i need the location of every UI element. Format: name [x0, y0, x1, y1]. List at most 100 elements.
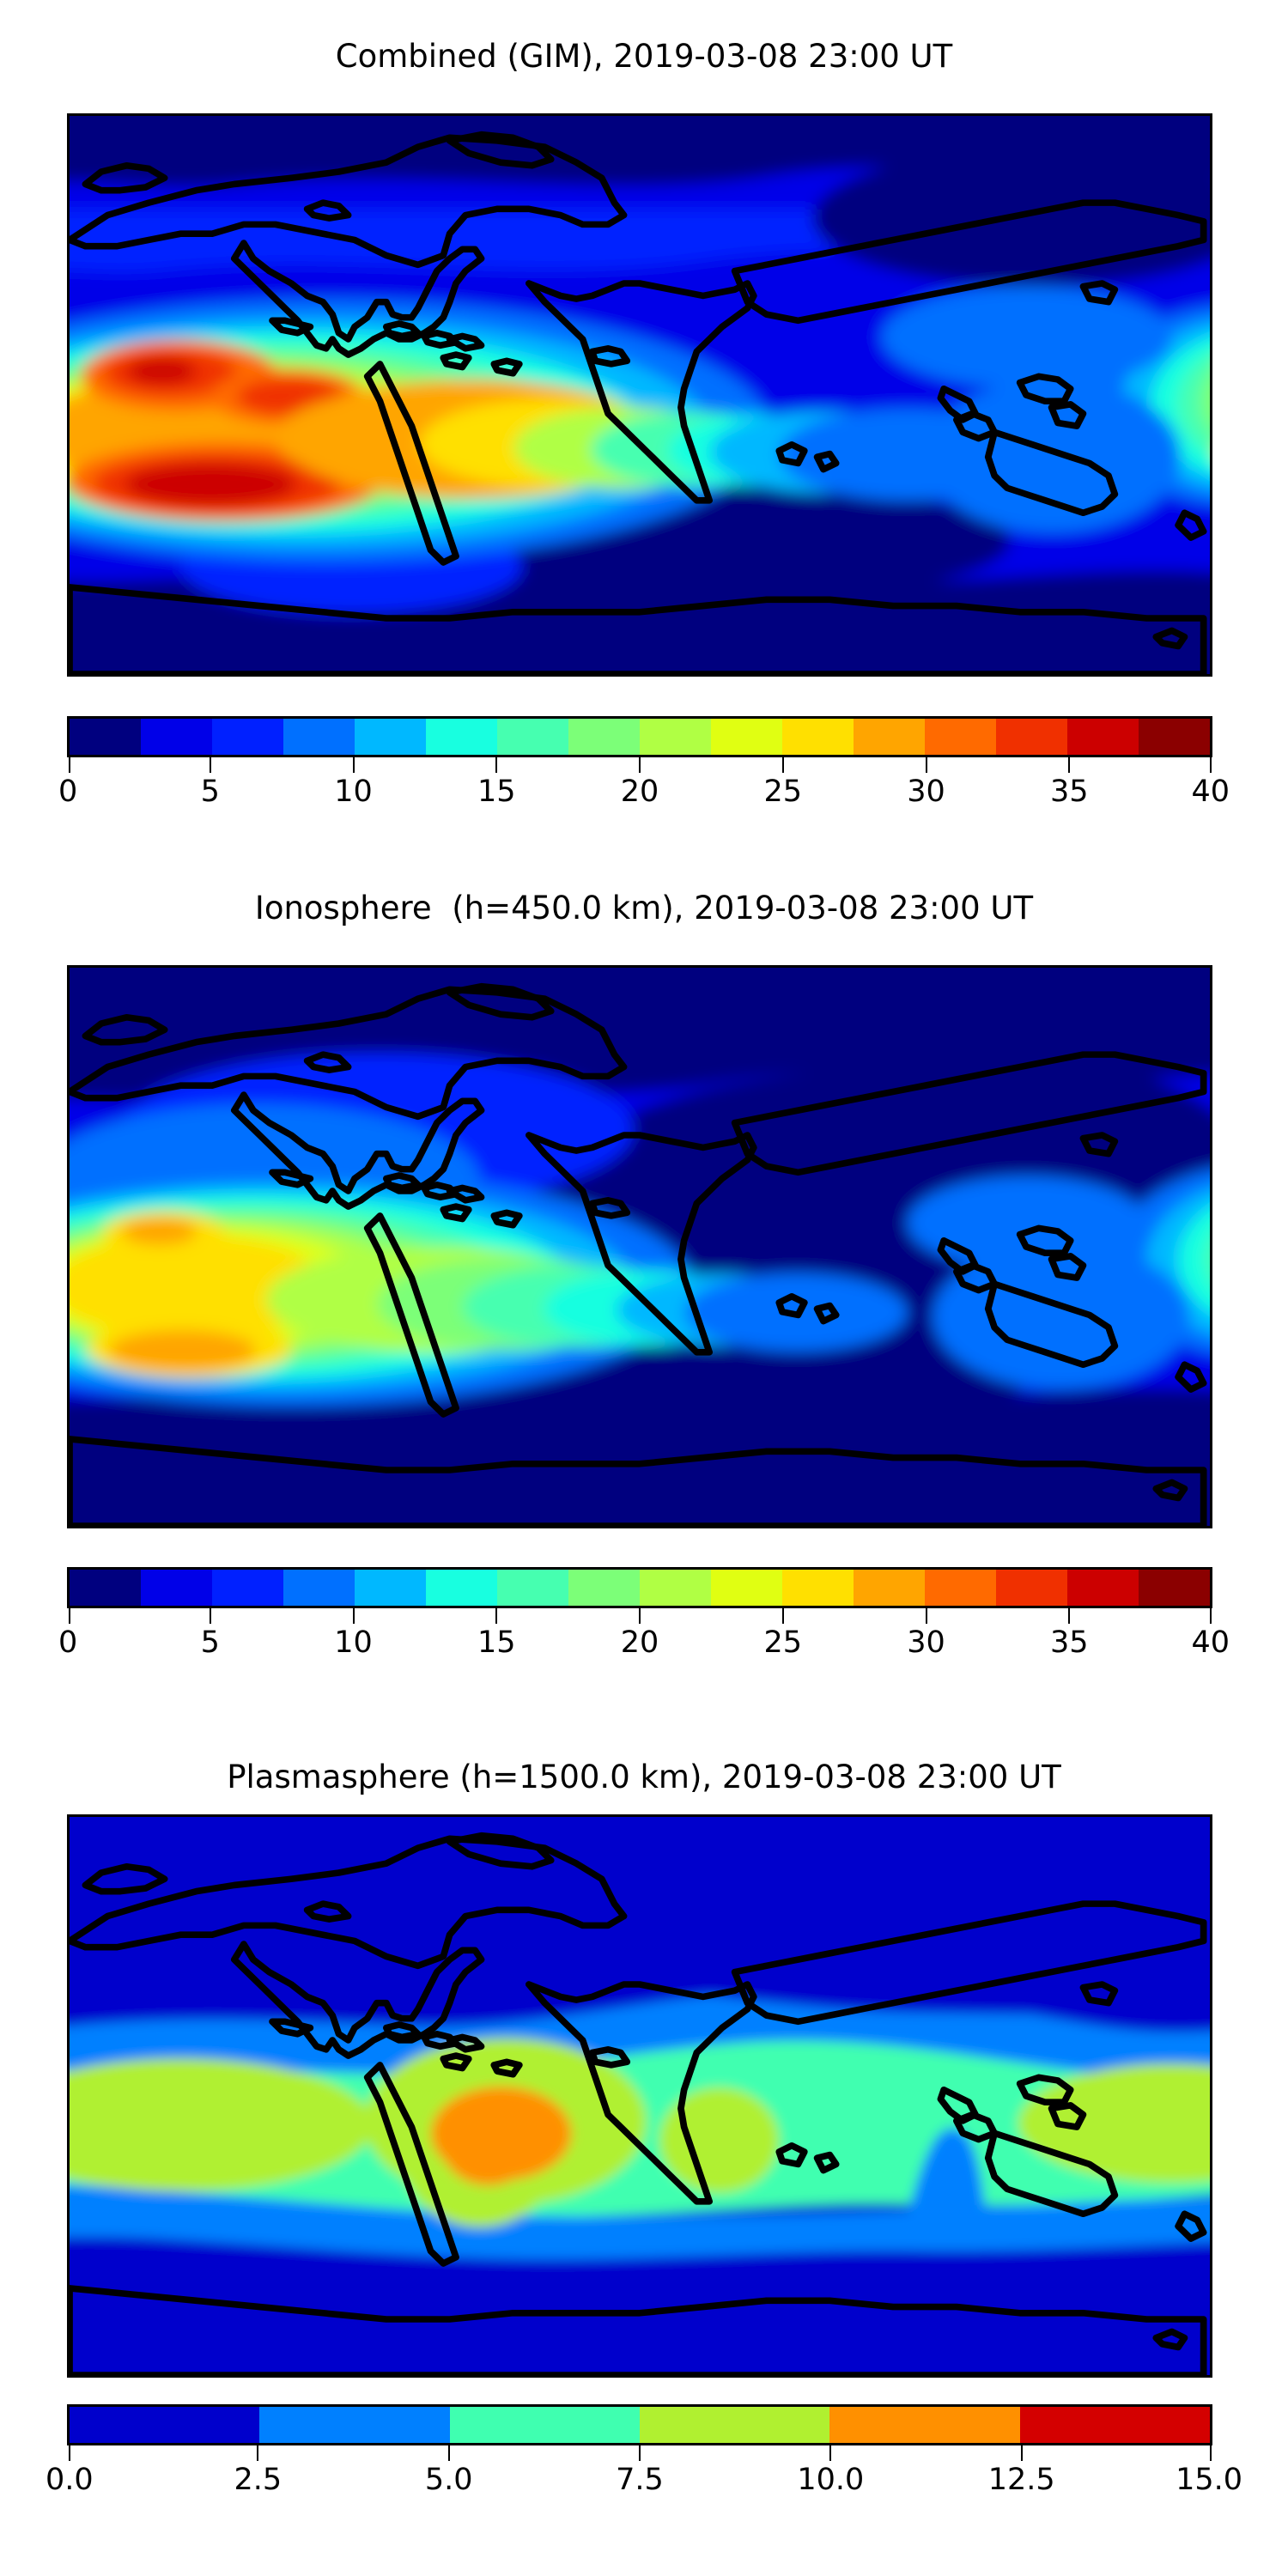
- tec-map-plasmasphere: [70, 1817, 1210, 2375]
- colorbar-segment: [1139, 1570, 1210, 1606]
- colorbar-segment: [1139, 719, 1210, 755]
- colorbar-tick-label: 35: [1049, 1625, 1089, 1660]
- colorbar-tick-mark: [1068, 1608, 1071, 1624]
- colorbar-tick-label: 10: [334, 775, 373, 809]
- colorbar-segment: [283, 719, 355, 755]
- colorbar-tick-label: 0.0: [45, 2463, 94, 2497]
- colorbar-segment: [497, 1570, 568, 1606]
- colorbar-tick-mark: [69, 1608, 70, 1624]
- colorbar-segment: [568, 719, 640, 755]
- colorbar-tick-mark: [925, 1608, 927, 1624]
- colorbar-segment: [996, 719, 1067, 755]
- colorbar-segment: [1019, 2407, 1210, 2443]
- colorbar-tick-label: 15: [477, 775, 516, 809]
- colorbar-tick-label: 5: [200, 775, 220, 809]
- colorbar-ticks-plasmasphere: [67, 2445, 1212, 2461]
- colorbar-segment: [212, 719, 283, 755]
- colorbar-segment: [640, 1570, 711, 1606]
- colorbar-plasmasphere[interactable]: [67, 2404, 1212, 2445]
- colorbar-segment: [70, 1570, 141, 1606]
- colorbar-tick-label: 20: [620, 775, 659, 809]
- coastline-overlay-ionosphere: [70, 982, 1207, 1526]
- colorbar-segment: [782, 719, 854, 755]
- colorbar-segment: [1067, 1570, 1139, 1606]
- contour-fill-group-ionosphere: [70, 968, 1210, 1526]
- colorbar-tick-label: 2.5: [234, 2463, 283, 2497]
- colorbar-tick-mark: [781, 757, 784, 773]
- colorbar-segment: [711, 719, 782, 755]
- colorbar-segment: [426, 1570, 497, 1606]
- colorbar-segment: [711, 1570, 782, 1606]
- colorbar-ionosphere[interactable]: [67, 1567, 1212, 1608]
- tec-map-ionosphere: [70, 968, 1210, 1526]
- colorbar-tick-label: 15: [477, 1625, 516, 1660]
- colorbar-tick-label: 5.0: [424, 2463, 473, 2497]
- contour-fill-group-combined: [70, 116, 1210, 674]
- colorbar-tick-mark: [209, 1608, 211, 1624]
- colorbar-tick-label: 10: [334, 1625, 373, 1660]
- colorbar-tick-mark: [639, 757, 641, 773]
- panel-ionosphere: Ionosphere (h=450.0 km), 2019-03-08 23:0…: [0, 859, 1288, 1726]
- colorbar-tick-mark: [829, 2445, 832, 2461]
- colorbar-tick-mark: [69, 757, 70, 773]
- coastline-overlay-combined: [70, 131, 1207, 674]
- colorbar-tick-mark: [781, 1608, 784, 1624]
- colorbar-tick-mark: [1020, 2445, 1023, 2461]
- colorbar-tick-label: 20: [620, 1625, 659, 1660]
- colorbar-combined[interactable]: [67, 716, 1212, 757]
- colorbar-tick-label: 40: [1191, 775, 1230, 809]
- colorbar-ticks-ionosphere: [67, 1608, 1212, 1624]
- colorbar-segment: [497, 719, 568, 755]
- panel-plasmasphere: Plasmasphere (h=1500.0 km), 2019-03-08 2…: [0, 1726, 1288, 2576]
- colorbar-tick-label: 7.5: [616, 2463, 664, 2497]
- colorbar-tick-mark: [257, 2445, 259, 2461]
- contour-fill-group-plasmasphere: [70, 1817, 1210, 2375]
- colorbar-segment: [70, 2407, 260, 2443]
- panel-title-plasmasphere: Plasmasphere (h=1500.0 km), 2019-03-08 2…: [227, 1759, 1061, 1795]
- colorbar-tick-mark: [495, 1608, 498, 1624]
- colorbar-labels-plasmasphere: 0.0 2.5 5.0 7.5 10.0 12.5 15.0: [46, 2461, 1242, 2500]
- colorbar-tick-mark: [1210, 1608, 1212, 1624]
- colorbar-tick-mark: [447, 2445, 450, 2461]
- colorbar-segment: [141, 719, 212, 755]
- colorbar-segment: [141, 1570, 212, 1606]
- colorbar-tick-label: 15.0: [1176, 2463, 1243, 2497]
- colorbar-segment: [426, 719, 497, 755]
- tec-map-combined: [70, 116, 1210, 674]
- colorbar-tick-label: 40: [1191, 1625, 1230, 1660]
- colorbar-tick-mark: [639, 1608, 641, 1624]
- colorbar-tick-label: 0: [58, 775, 78, 809]
- panel-combined-gim: Combined (GIM), 2019-03-08 23:00 UT: [0, 0, 1288, 859]
- colorbar-segment: [1067, 719, 1139, 755]
- colorbar-tick-label: 25: [763, 1625, 803, 1660]
- colorbar-tick-mark: [209, 757, 211, 773]
- colorbar-wrap-ionosphere: 0 5 10 15 20 25 30 35 40: [58, 1567, 1230, 1663]
- colorbar-segment: [996, 1570, 1067, 1606]
- map-axes-plasmasphere: [67, 1814, 1212, 2378]
- panel-title-combined: Combined (GIM), 2019-03-08 23:00 UT: [335, 38, 953, 75]
- colorbar-tick-mark: [1210, 2445, 1212, 2461]
- colorbar-tick-label: 12.5: [987, 2463, 1055, 2497]
- colorbar-tick-mark: [352, 757, 355, 773]
- colorbar-segment: [259, 2407, 450, 2443]
- colorbar-labels-ionosphere: 0 5 10 15 20 25 30 35 40: [58, 1624, 1230, 1663]
- colorbar-tick-label: 5: [200, 1625, 220, 1660]
- colorbar-segment: [449, 2407, 640, 2443]
- colorbar-wrap-combined: 0 5 10 15 20 25 30 35 40: [58, 716, 1230, 812]
- colorbar-tick-mark: [495, 757, 498, 773]
- colorbar-tick-mark: [1068, 757, 1071, 773]
- colorbar-segment: [355, 719, 426, 755]
- colorbar-tick-label: 10.0: [797, 2463, 865, 2497]
- colorbar-tick-mark: [1210, 757, 1212, 773]
- colorbar-segment: [640, 719, 711, 755]
- colorbar-segment: [283, 1570, 355, 1606]
- colorbar-labels-combined: 0 5 10 15 20 25 30 35 40: [58, 773, 1230, 812]
- colorbar-segment: [355, 1570, 426, 1606]
- colorbar-segment: [925, 719, 996, 755]
- colorbar-segment: [212, 1570, 283, 1606]
- colorbar-segment: [70, 719, 141, 755]
- colorbar-segment: [782, 1570, 854, 1606]
- colorbar-wrap-plasmasphere: 0.0 2.5 5.0 7.5 10.0 12.5 15.0: [46, 2404, 1242, 2500]
- map-axes-ionosphere: [67, 965, 1212, 1528]
